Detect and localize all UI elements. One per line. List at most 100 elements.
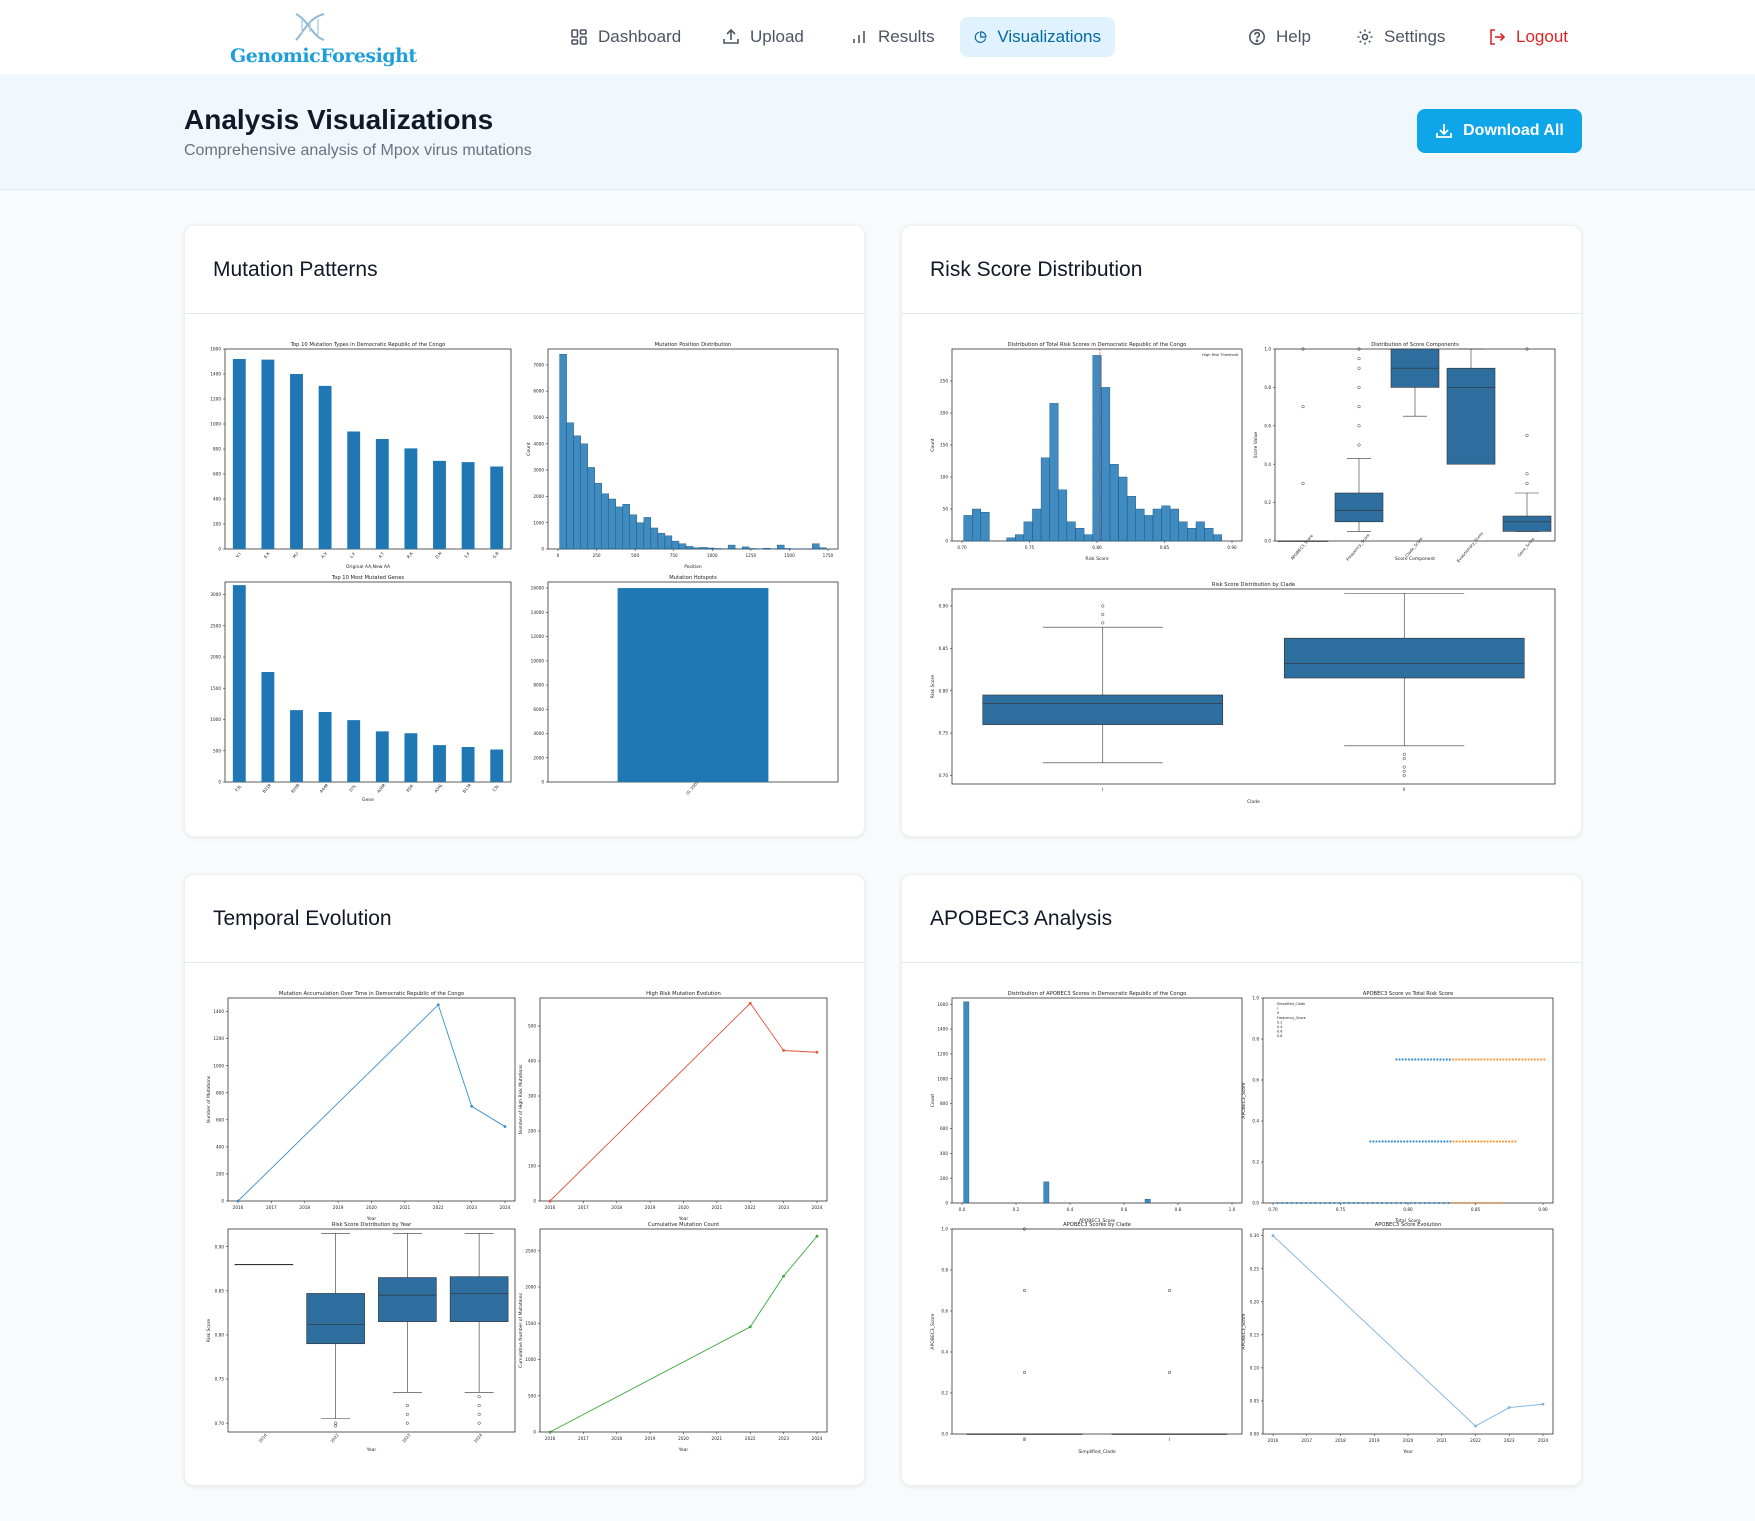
y-tick-label: 400 — [528, 1059, 536, 1064]
y-axis-label: Count — [930, 438, 936, 452]
plot-title: Mutation Accumulation Over Time in Democ… — [279, 991, 464, 997]
legend-label: Simplified_Clade — [1277, 1002, 1305, 1006]
y-tick-label: 1400 — [213, 1009, 224, 1014]
data-point — [815, 1050, 819, 1054]
dna-logo-icon — [295, 13, 325, 41]
outlier — [1525, 347, 1529, 351]
scatter-point — [1390, 1140, 1393, 1143]
scatter-point — [1372, 1140, 1375, 1143]
nav-logout[interactable]: Logout — [1474, 17, 1582, 57]
y-tick-label: 600 — [940, 1126, 948, 1131]
nav-dashboard[interactable]: Dashboard — [556, 17, 695, 57]
y-tick-label: 3000 — [533, 468, 544, 473]
y-tick-label: 200 — [940, 411, 948, 416]
nav-settings[interactable]: Settings — [1342, 17, 1459, 57]
scatter-point — [1498, 1140, 1501, 1143]
y-tick-label: 0 — [533, 1430, 536, 1435]
y-tick-label: 4000 — [533, 731, 544, 736]
outlier — [477, 1403, 481, 1408]
hist-bar — [812, 543, 820, 550]
x-tick-label: 0.75 — [1025, 545, 1035, 550]
outlier — [1301, 405, 1305, 409]
scatter-point — [1514, 1058, 1518, 1061]
y-tick-label: 100 — [528, 1164, 536, 1169]
outlier — [1022, 1288, 1027, 1293]
nav-results[interactable]: Results — [836, 17, 949, 57]
box-apobec-clade-a — [966, 1227, 1083, 1435]
box-2022 — [306, 1233, 365, 1428]
y-tick-label: 500 — [213, 748, 221, 753]
bar — [290, 374, 303, 549]
data-point — [503, 1125, 507, 1128]
scatter-point — [1474, 1140, 1477, 1143]
bar — [404, 733, 418, 782]
hist-bar — [819, 547, 827, 550]
hist-bar — [650, 527, 659, 550]
x-axis-label: Score Component — [1395, 556, 1435, 562]
hist-bar — [741, 546, 750, 550]
bar — [232, 359, 246, 549]
hist-bar — [622, 504, 631, 550]
x-axis-label: Year — [678, 1447, 689, 1453]
scatter-point — [1439, 1058, 1442, 1061]
bar — [404, 448, 418, 549]
nav-upload[interactable]: Upload — [708, 17, 818, 57]
bar — [347, 720, 361, 782]
page-subtitle: Comprehensive analysis of Mpox virus mut… — [184, 142, 532, 159]
scatter-point — [1458, 1058, 1461, 1061]
scatter-point — [1524, 1058, 1527, 1061]
outlier — [334, 1421, 338, 1425]
scatter-point — [1309, 1201, 1312, 1205]
x-tick-label: 500 — [631, 553, 639, 558]
scatter-point — [1504, 1140, 1508, 1143]
scatter-point — [1508, 1058, 1511, 1061]
y-tick-label: 200 — [528, 1129, 536, 1134]
y-tick-label: 1.0 — [1264, 347, 1271, 352]
x-tick-label: 2020 — [678, 1436, 689, 1441]
y-tick-label: 600 — [216, 1117, 224, 1122]
y-tick-label: 0.10 — [1250, 1365, 1260, 1370]
y-tick-label: 500 — [528, 1024, 536, 1029]
scatter-point — [1483, 1140, 1486, 1143]
scatter-point — [1333, 1201, 1336, 1205]
scatter-point — [1433, 1140, 1437, 1143]
x-tick-label: 2022 — [329, 1432, 340, 1443]
y-tick-label: 0 — [541, 547, 544, 552]
scatter-point — [1314, 1201, 1317, 1205]
y-tick-label: 1400 — [210, 372, 221, 377]
hist-bar — [1169, 508, 1179, 542]
scatter-point — [1480, 1058, 1483, 1061]
x-tick-label: 1500 — [784, 553, 795, 558]
y-tick-label: 0.90 — [939, 604, 949, 609]
hist-bar — [1058, 489, 1068, 542]
data-point — [470, 1104, 474, 1108]
y-axis-label: Cumulative Number of Mutations — [518, 1293, 524, 1368]
x-tick-label: 0.85 — [1471, 1207, 1481, 1212]
hist-bar — [1144, 515, 1154, 542]
data-point — [548, 1199, 552, 1203]
logo[interactable]: GenomicForesight — [226, 10, 417, 68]
x-tick-label: 2016 — [545, 1436, 556, 1441]
hist-bar — [601, 493, 609, 550]
y-tick-label: 2000 — [210, 655, 221, 660]
scatter-point — [1433, 1058, 1436, 1061]
y-tick-label: 8000 — [533, 683, 544, 688]
bar — [461, 462, 475, 549]
nav-help[interactable]: Help — [1234, 17, 1325, 57]
y-tick-label: 0 — [945, 539, 948, 544]
scatter-point — [1437, 1140, 1440, 1143]
hist-bar — [1023, 521, 1033, 542]
y-axis-label: APOBEC3_Score — [1241, 1082, 1247, 1118]
scatter-point — [1440, 1140, 1443, 1143]
nav-help-label: Help — [1276, 27, 1311, 46]
x-tick-label: 0.85 — [1160, 545, 1170, 550]
x-tick-label: 2021 — [712, 1205, 723, 1210]
x-axis-label: Year — [1402, 1449, 1413, 1455]
data-point — [1474, 1424, 1477, 1428]
scatter-point — [1458, 1140, 1461, 1143]
nav-visualizations[interactable]: Visualizations — [960, 17, 1115, 57]
download-all-button[interactable]: Download All — [1417, 109, 1582, 153]
plot-title: Distribution of Score Components — [1371, 342, 1459, 348]
x-tick-label: E,K — [263, 551, 271, 559]
card-body: Distribution of APOBEC3 Scores in Democr… — [920, 983, 1565, 1468]
